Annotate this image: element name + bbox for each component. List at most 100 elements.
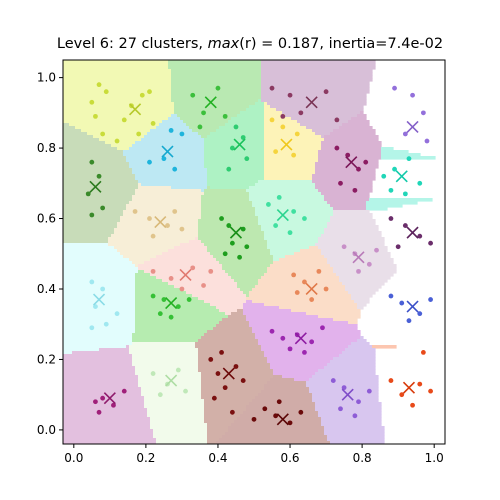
voronoi-cell-21	[204, 408, 247, 412]
voronoi-cell-21	[201, 387, 265, 391]
voronoi-cell-7	[315, 162, 379, 166]
data-point	[201, 110, 206, 116]
voronoi-cell-4	[135, 141, 205, 145]
voronoi-cell-12	[234, 279, 259, 283]
voronoi-cell-22	[132, 354, 199, 358]
voronoi-cell-17	[261, 276, 340, 280]
voronoi-cell-12	[201, 210, 256, 214]
voronoi-cell-2	[315, 132, 331, 136]
voronoi-cell-4	[141, 183, 208, 187]
voronoi-cell-15	[63, 351, 73, 355]
voronoi-cell-8	[63, 240, 109, 244]
voronoi-cell-16	[186, 291, 244, 295]
voronoi-cell-11	[258, 222, 328, 226]
voronoi-cell-4	[171, 114, 178, 118]
chart-title: Level 6: 27 clusters, max(r) = 0.187, in…	[56, 36, 444, 52]
voronoi-cell-21	[201, 390, 262, 394]
voronoi-cell-8	[63, 183, 139, 187]
voronoi-cell-22	[147, 408, 205, 412]
voronoi-cell-5	[204, 153, 265, 157]
voronoi-cell-23	[63, 354, 133, 358]
data-point	[93, 113, 98, 119]
data-point	[420, 350, 426, 355]
voronoi-cell-23	[63, 435, 154, 439]
voronoi-cell-15	[63, 285, 136, 289]
voronoi-cell-7	[348, 120, 370, 124]
x-axis: 0.0 0.2 0.4 0.6 0.8 1.0	[64, 444, 444, 465]
voronoi-cell-12	[201, 198, 250, 202]
voronoi-cell-7	[318, 189, 373, 193]
voronoi-cell-8	[63, 186, 139, 190]
cluster-center-marker	[103, 392, 116, 405]
voronoi-cell-26	[249, 402, 316, 406]
data-point	[388, 216, 394, 221]
voronoi-cell-20	[255, 333, 361, 337]
voronoi-cell-20	[261, 345, 349, 349]
voronoi-cell-4	[132, 168, 208, 172]
voronoi-cell-12	[204, 192, 250, 196]
voronoi-cell-22	[150, 423, 208, 427]
voronoi-cell-2	[261, 72, 373, 76]
voronoi-cell-16	[150, 258, 217, 262]
voronoi-cell-6	[264, 171, 316, 175]
voronoi-cell-6	[264, 129, 313, 133]
voronoi-cell-8	[63, 201, 130, 205]
data-point	[165, 223, 170, 228]
voronoi-cell-15	[63, 327, 136, 331]
voronoi-cell-17	[333, 318, 358, 322]
voronoi-cell-2	[261, 63, 376, 67]
voronoi-cell-7	[324, 135, 379, 139]
voronoi-cell-21	[207, 432, 226, 436]
voronoi-cell-15	[63, 291, 136, 295]
voronoi-cell-23	[63, 420, 151, 424]
voronoi-cell-26	[228, 426, 325, 430]
voronoi-cell-6	[264, 162, 316, 166]
data-point	[356, 166, 361, 172]
voronoi-cell-24	[312, 375, 379, 379]
voronoi-cell-6	[264, 111, 283, 115]
data-point	[150, 121, 156, 126]
voronoi-cell-16	[162, 252, 211, 256]
voronoi-cell-23	[63, 417, 151, 421]
data-point	[417, 180, 423, 186]
data-point	[273, 413, 279, 419]
voronoi-cell-15	[63, 336, 133, 340]
voronoi-cell-20	[246, 300, 253, 304]
voronoi-cell-14	[330, 264, 397, 268]
data-point	[381, 173, 387, 179]
voronoi-cell-16	[138, 267, 223, 271]
voronoi-cell-5	[207, 174, 265, 178]
voronoi-cell-7	[333, 129, 376, 133]
voronoi-cell-0	[87, 132, 148, 136]
voronoi-cell-11	[249, 195, 325, 199]
voronoi-cell-8	[63, 222, 118, 226]
voronoi-cell-7	[357, 114, 367, 118]
voronoi-cell-20	[246, 318, 334, 322]
cluster-center-marker	[165, 374, 178, 387]
voronoi-cell-17	[264, 273, 337, 277]
data-point	[208, 268, 214, 274]
x-tick-label: 1.0	[425, 451, 444, 465]
voronoi-cell-16	[225, 312, 232, 316]
data-point	[356, 399, 361, 405]
voronoi-cell-11	[267, 246, 310, 250]
voronoi-cell-21	[204, 405, 247, 409]
voronoi-cell-6	[264, 135, 322, 139]
voronoi-cell-23	[63, 369, 136, 373]
voronoi-cell-0	[63, 63, 169, 67]
cluster-center-marker	[165, 297, 178, 310]
data-point	[294, 290, 300, 295]
data-point	[222, 251, 228, 257]
voronoi-cell-26	[261, 390, 310, 394]
voronoi-cell-26	[225, 432, 325, 436]
voronoi-cell-22	[132, 363, 199, 367]
voronoi-cell-23	[63, 366, 136, 370]
voronoi-cell-14	[333, 270, 397, 274]
voronoi-cell-7	[318, 150, 382, 154]
voronoi-cell-23	[63, 405, 145, 409]
voronoi-cell-16	[189, 240, 202, 244]
voronoi-cell-23	[63, 360, 133, 364]
voronoi-cell-8	[63, 126, 76, 130]
voronoi-cell-16	[174, 285, 238, 289]
data-point	[229, 409, 235, 415]
